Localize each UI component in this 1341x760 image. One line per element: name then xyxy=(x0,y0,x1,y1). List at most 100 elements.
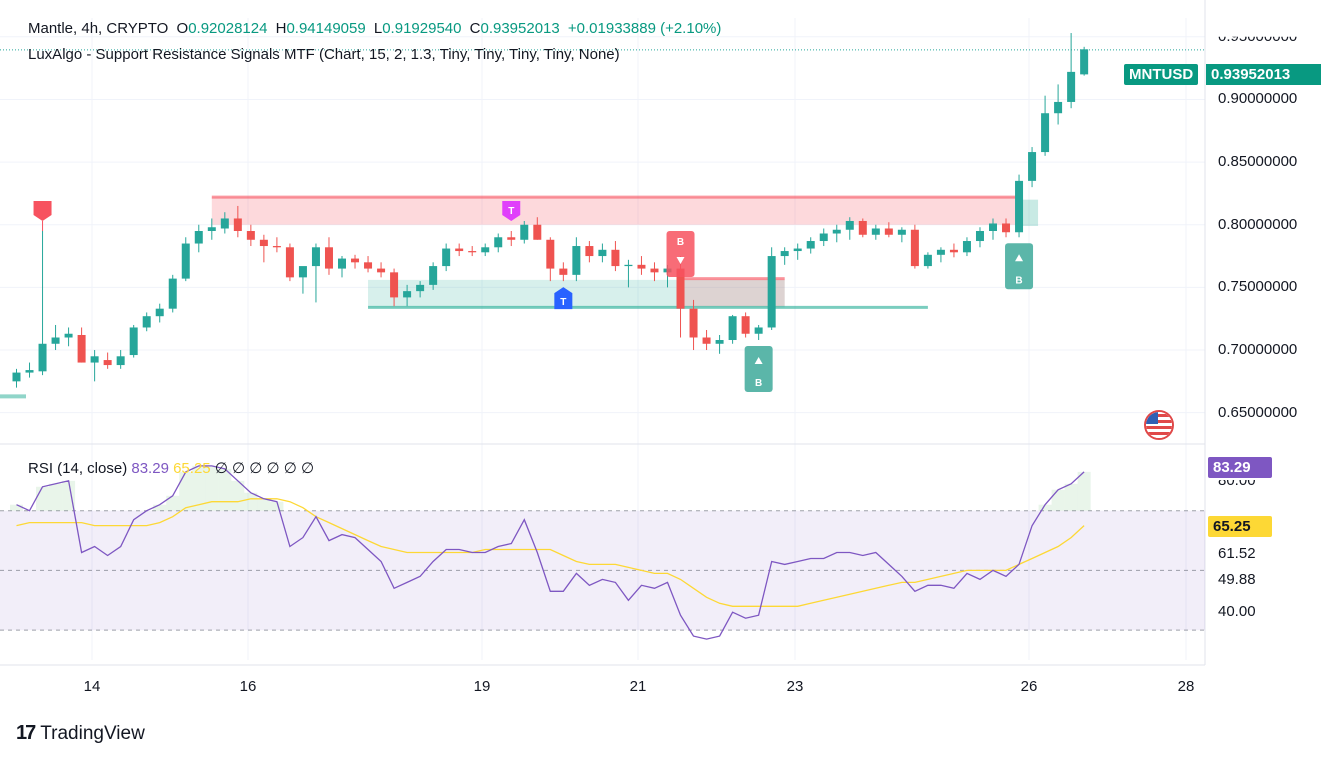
price-axis-label: 0.70000000 xyxy=(1218,341,1298,359)
signal-label: T xyxy=(560,297,566,308)
low-value: 0.91929540 xyxy=(382,20,462,37)
candle-body xyxy=(572,246,581,275)
candle-body xyxy=(884,228,893,235)
candle-body xyxy=(390,272,399,298)
rsi-overbought-segment xyxy=(166,495,180,511)
rsi-overbought-segment xyxy=(192,465,206,511)
candle-body xyxy=(598,249,607,257)
tradingview-logo-icon: 17 xyxy=(16,722,36,744)
candle-body xyxy=(520,224,529,240)
candle-body xyxy=(64,333,73,338)
candle-body xyxy=(168,278,177,309)
candle-body xyxy=(90,356,99,363)
signal-label: B xyxy=(1015,275,1022,286)
price-legend: Mantle, 4h, CRYPTO O0.92028124 H0.941490… xyxy=(28,20,725,37)
candle-body xyxy=(767,256,776,328)
rsi-overbought-segment xyxy=(257,498,271,511)
candle-body xyxy=(949,249,958,253)
candle-body xyxy=(1080,49,1089,75)
candle-body xyxy=(403,291,412,298)
rsi-overbought-segment xyxy=(49,483,63,511)
rsi-overbought-segment xyxy=(62,480,76,511)
rsi-name: RSI (14, close) xyxy=(28,460,128,477)
signal-label: B xyxy=(755,378,762,389)
candle-body xyxy=(220,218,229,229)
signal-arrow-icon xyxy=(676,257,685,264)
signal-marker xyxy=(666,231,695,277)
rsi-axis-label: 61.52 xyxy=(1218,545,1256,562)
tradingview-logo[interactable]: 17 TradingView xyxy=(16,722,145,745)
candle-body xyxy=(559,268,568,275)
rsi-empty-values: ∅ ∅ ∅ ∅ ∅ ∅ xyxy=(214,460,315,477)
signal-label: T xyxy=(508,206,514,217)
resistance-zone xyxy=(211,197,1020,225)
candle-body xyxy=(364,262,373,269)
rsi-axis-label: 40.00 xyxy=(1218,603,1256,620)
signal-arrow-icon xyxy=(754,357,763,365)
x-tick-label: 19 xyxy=(473,678,491,695)
candle-body xyxy=(194,231,203,244)
signal-marker xyxy=(33,201,52,221)
rsi-overbought-segment xyxy=(1064,483,1078,511)
x-tick-label: 26 xyxy=(1020,678,1038,695)
rsi-line xyxy=(16,465,1085,640)
signal-marker xyxy=(554,287,573,310)
candle-body xyxy=(507,237,516,240)
candle-body xyxy=(1041,113,1050,153)
rsi-overbought-segment xyxy=(9,504,24,511)
x-tick-label: 16 xyxy=(239,678,257,695)
signal-marker xyxy=(1005,243,1034,290)
candle-body xyxy=(546,239,555,269)
candle-body xyxy=(897,229,906,235)
us-flag-icon[interactable] xyxy=(1144,410,1174,440)
candle-body xyxy=(142,316,151,328)
candle-body xyxy=(715,340,724,344)
price-axis-label: 0.90000000 xyxy=(1218,90,1298,108)
indicator-legend[interactable]: LuxAlgo - Support Resistance Signals MTF… xyxy=(28,46,624,63)
candle-body xyxy=(871,228,880,235)
last-price-value: 0.93952013 xyxy=(1211,66,1291,83)
candle-body xyxy=(1067,71,1076,102)
symbol-label: Mantle, 4h, CRYPTO xyxy=(28,20,169,37)
candle-body xyxy=(481,247,490,253)
candle-body xyxy=(585,246,594,257)
change-value: +0.01933889 (+2.10%) xyxy=(567,20,722,37)
rsi-legend[interactable]: RSI (14, close) 83.29 65.25 ∅ ∅ ∅ ∅ ∅ ∅ xyxy=(28,459,314,477)
candle-body xyxy=(910,229,919,267)
candle-body xyxy=(624,264,633,267)
candle-body xyxy=(533,224,542,240)
price-axis-label: 0.95000000 xyxy=(1218,27,1298,45)
rsi-tag-value: 83.29 xyxy=(1213,459,1251,476)
high-label: H xyxy=(275,20,287,37)
candle-body xyxy=(272,246,281,248)
x-tick-label: 23 xyxy=(786,678,804,695)
candle-body xyxy=(416,284,425,292)
signal-marker xyxy=(502,201,521,221)
candle-body xyxy=(116,356,125,366)
rsi-ma-value: 65.25 xyxy=(173,460,211,477)
candle-body xyxy=(468,251,477,253)
candle-body xyxy=(103,360,112,366)
x-tick-label: 14 xyxy=(83,678,101,695)
candle-body xyxy=(12,372,21,382)
candle-body xyxy=(246,231,255,240)
candle-body xyxy=(324,247,333,269)
candle-body xyxy=(38,343,47,372)
candle-body xyxy=(962,241,971,253)
candle-body xyxy=(181,243,190,279)
candle-body xyxy=(51,337,60,344)
rsi-overbought-segment xyxy=(218,468,232,511)
signal-markers: T T B B B xyxy=(33,201,1034,393)
rsi-overbought-segment xyxy=(179,471,193,511)
signal-arrow-icon xyxy=(1015,254,1024,262)
candle-body xyxy=(1015,180,1024,233)
rsi-overbought-segment xyxy=(205,465,219,511)
candle-body xyxy=(455,248,464,252)
last-price-tag: 0.93952013 xyxy=(1206,64,1321,85)
candle-body xyxy=(676,268,685,309)
candle-body xyxy=(611,249,620,267)
x-tick-label: 21 xyxy=(629,678,647,695)
candle-body xyxy=(845,220,854,230)
grid xyxy=(0,0,1206,666)
rsi-pane xyxy=(0,465,1205,640)
